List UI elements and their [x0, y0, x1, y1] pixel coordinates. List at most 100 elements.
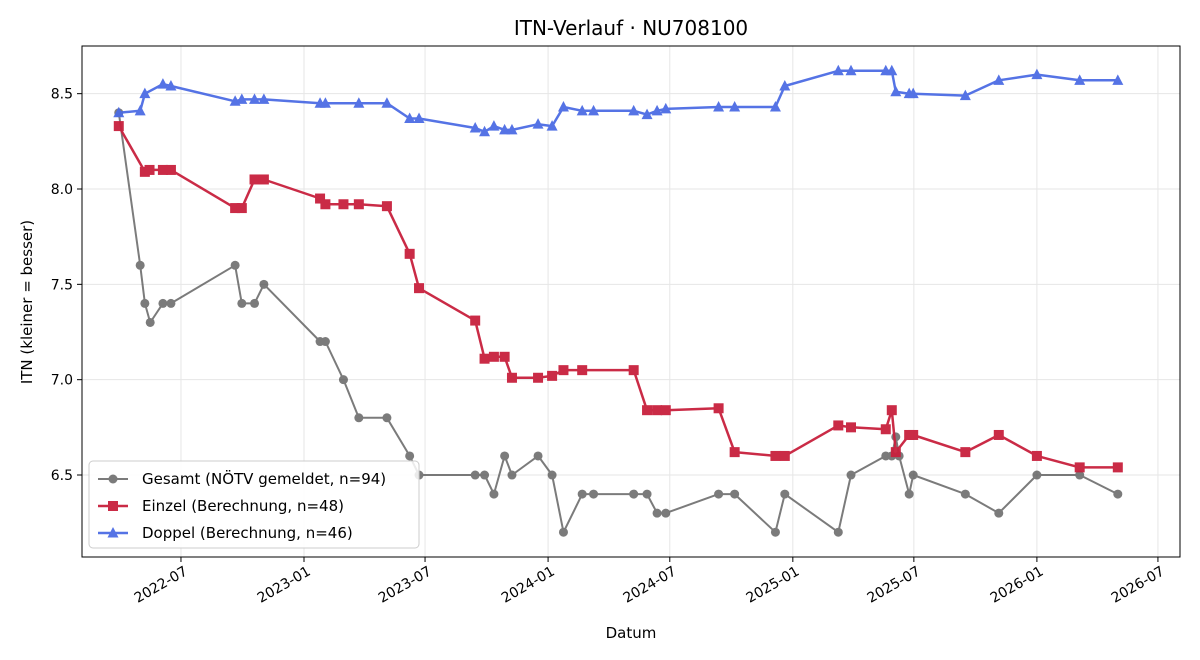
- data-point: [577, 365, 588, 376]
- data-point: [500, 451, 510, 461]
- data-point: [479, 125, 491, 137]
- data-point: [157, 164, 168, 175]
- data-point: [166, 298, 176, 308]
- data-point: [1074, 74, 1086, 85]
- data-point: [469, 121, 481, 133]
- data-point: [113, 121, 124, 132]
- data-point: [157, 78, 169, 89]
- data-point: [589, 489, 599, 499]
- y-tick-label: 6.5: [51, 468, 73, 484]
- data-point: [236, 93, 248, 104]
- data-point: [413, 112, 425, 123]
- data-point: [557, 101, 569, 112]
- series-square: [113, 121, 1123, 473]
- data-point: [320, 199, 331, 210]
- data-point: [145, 317, 155, 327]
- y-tick-label: 8.5: [51, 87, 73, 103]
- y-tick-label: 7.5: [51, 277, 73, 293]
- data-point: [1113, 489, 1123, 499]
- data-point: [588, 104, 600, 116]
- data-point: [249, 93, 261, 104]
- data-point: [354, 413, 364, 423]
- data-point: [230, 203, 241, 214]
- data-point: [660, 405, 671, 416]
- data-point: [470, 315, 481, 326]
- series-layer: [113, 64, 1124, 537]
- data-point: [960, 447, 971, 458]
- data-point: [729, 101, 741, 112]
- data-point: [158, 298, 168, 308]
- series-circle: [114, 108, 1123, 537]
- data-point: [382, 413, 392, 423]
- data-point: [1031, 450, 1042, 461]
- y-tick-label: 8.0: [51, 182, 73, 198]
- data-point: [470, 470, 480, 480]
- data-point: [1075, 470, 1085, 480]
- data-point: [134, 104, 146, 116]
- data-point: [1031, 68, 1043, 80]
- data-point: [258, 93, 270, 104]
- data-point: [144, 164, 155, 175]
- data-point: [886, 64, 898, 76]
- data-point: [770, 527, 780, 537]
- legend-label: Gesamt (NÖTV gemeldet, n=94): [142, 469, 386, 488]
- data-point: [994, 508, 1004, 518]
- y-axis-label: ITN (kleiner = besser): [18, 220, 36, 384]
- data-point: [714, 489, 724, 499]
- data-point: [846, 470, 856, 480]
- data-point: [642, 489, 652, 499]
- data-point: [558, 527, 568, 537]
- data-point: [404, 248, 415, 259]
- data-point: [230, 260, 240, 270]
- legend-box: [88, 460, 420, 549]
- data-point: [651, 104, 663, 116]
- data-point: [576, 104, 588, 116]
- data-point: [730, 489, 740, 499]
- data-point: [113, 106, 125, 118]
- data-point: [713, 101, 725, 112]
- data-point: [259, 279, 269, 289]
- data-point: [414, 283, 425, 294]
- data-point: [381, 97, 393, 108]
- data-point: [577, 489, 587, 499]
- data-point: [165, 80, 177, 91]
- data-point: [533, 372, 544, 383]
- legend-marker: [107, 527, 119, 538]
- data-point: [488, 120, 500, 131]
- data-point: [507, 470, 517, 480]
- data-point: [886, 405, 897, 416]
- data-point: [506, 372, 517, 383]
- legend-label: Einzel (Berechnung, n=48): [142, 497, 344, 515]
- data-point: [404, 112, 416, 123]
- data-point: [907, 87, 919, 99]
- x-axis-label: Datum: [606, 624, 657, 642]
- data-point: [729, 447, 740, 458]
- data-point: [546, 120, 558, 131]
- data-point: [642, 405, 653, 416]
- data-point: [558, 365, 569, 376]
- data-point: [249, 174, 260, 185]
- data-point: [833, 420, 844, 431]
- data-point: [890, 85, 902, 97]
- data-point: [832, 64, 844, 76]
- legend-entry: [98, 501, 128, 511]
- data-point: [1032, 470, 1042, 480]
- data-point: [908, 429, 919, 440]
- data-point: [1112, 462, 1123, 473]
- data-point: [315, 193, 326, 204]
- data-point: [139, 87, 151, 99]
- data-point: [959, 89, 971, 101]
- data-point: [1112, 74, 1124, 85]
- data-point: [770, 450, 781, 461]
- legend-marker: [108, 474, 118, 484]
- data-point: [713, 403, 724, 414]
- data-point: [880, 424, 891, 435]
- data-point: [236, 203, 247, 214]
- data-point: [320, 337, 330, 347]
- data-point: [641, 108, 653, 120]
- data-point: [479, 353, 490, 364]
- legend-entry: [98, 527, 128, 538]
- data-point: [652, 508, 662, 518]
- data-point: [780, 489, 790, 499]
